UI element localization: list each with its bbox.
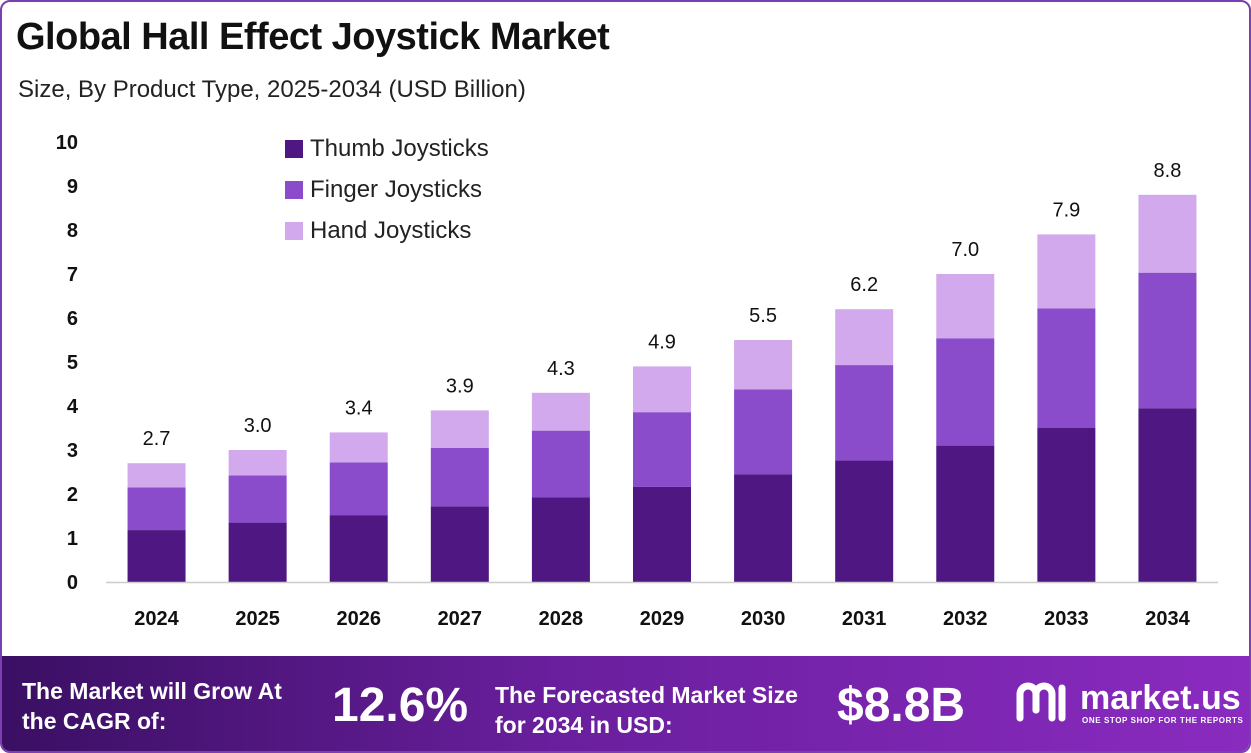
legend-label: Hand Joysticks [310, 217, 471, 244]
bar-finger-joysticks-2024 [127, 487, 186, 531]
bar-hand-joysticks-2029 [633, 366, 691, 413]
bar-finger-joysticks-2025 [228, 475, 287, 523]
y-tick-label: 7 [67, 264, 78, 286]
bar-thumb-joysticks-2031 [835, 460, 894, 582]
total-label: 4.3 [547, 358, 575, 380]
bar-hand-joysticks-2026 [329, 432, 388, 463]
legend-swatch [285, 181, 303, 199]
chart-title: Global Hall Effect Joystick Market [16, 16, 610, 58]
x-tick-label: 2024 [134, 608, 179, 630]
bar-thumb-joysticks-2032 [936, 445, 995, 582]
bar-hand-joysticks-2030 [734, 340, 793, 390]
bar-thumb-joysticks-2034 [1138, 408, 1197, 582]
y-axis-ticks: 0 1 2 3 4 5 6 7 8 9 10 [56, 132, 79, 594]
total-label: 5.5 [749, 305, 777, 327]
y-tick-label: 5 [67, 352, 78, 374]
bar-thumb-joysticks-2026 [329, 515, 388, 582]
total-label: 4.9 [648, 331, 676, 353]
y-tick-label: 0 [67, 572, 78, 594]
brand-logo[interactable]: market.us ONE STOP SHOP FOR THE REPORTS [1014, 676, 1244, 736]
brand-name: market.us [1080, 679, 1241, 717]
x-tick-label: 2027 [438, 608, 483, 630]
legend-label: Thumb Joysticks [310, 135, 489, 162]
bar-finger-joysticks-2026 [329, 462, 388, 516]
forecast-label: The Forecasted Market Size for 2034 in U… [495, 682, 798, 738]
y-tick-label: 10 [56, 132, 78, 154]
x-tick-label: 2025 [235, 608, 280, 630]
y-tick-label: 8 [67, 220, 78, 242]
y-tick-label: 3 [67, 440, 78, 462]
bar-thumb-joysticks-2030 [734, 474, 793, 582]
y-tick-label: 2 [67, 484, 78, 506]
bar-thumb-joysticks-2029 [633, 486, 691, 582]
total-label: 6.2 [850, 274, 878, 296]
x-tick-label: 2028 [539, 608, 584, 630]
bar-hand-joysticks-2033 [1037, 234, 1096, 309]
market-us-logo-icon [1016, 682, 1066, 722]
total-label: 3.4 [345, 397, 373, 419]
x-tick-label: 2031 [842, 608, 887, 630]
bar-hand-joysticks-2028 [531, 392, 590, 431]
total-label: 3.0 [244, 415, 272, 437]
bar-finger-joysticks-2034 [1138, 272, 1197, 409]
bar-hand-joysticks-2034 [1138, 194, 1197, 273]
x-tick-label: 2029 [640, 608, 685, 630]
bar-hand-joysticks-2025 [228, 450, 287, 476]
total-label: 7.0 [951, 239, 979, 261]
bar-finger-joysticks-2028 [531, 430, 590, 498]
bar-group [127, 194, 1197, 582]
bar-finger-joysticks-2031 [835, 365, 894, 461]
stacked-bar-chart: 0 1 2 3 4 5 6 7 8 9 10 2.7 3.0 3.4 3.9 4.3 4.9 5.5 6.2 7.0… [56, 132, 1218, 630]
footer-banner: The Market will Grow At the CAGR of: 12.… [2, 656, 1249, 751]
y-tick-label: 6 [67, 308, 78, 330]
x-tick-label: 2032 [943, 608, 988, 630]
total-label: 3.9 [446, 375, 474, 397]
bar-finger-joysticks-2033 [1037, 308, 1096, 428]
x-tick-label: 2034 [1145, 608, 1190, 630]
bar-hand-joysticks-2024 [127, 463, 186, 488]
cagr-value: 12.6% [332, 679, 469, 732]
y-tick-label: 9 [67, 176, 78, 198]
total-label: 2.7 [143, 428, 171, 450]
bar-thumb-joysticks-2027 [430, 506, 489, 582]
bar-thumb-joysticks-2025 [228, 522, 287, 582]
total-labels: 2.7 3.0 3.4 3.9 4.3 4.9 5.5 6.2 7.0 7.9 8.8 [143, 160, 1182, 450]
bar-hand-joysticks-2027 [430, 410, 489, 448]
x-tick-label: 2030 [741, 608, 786, 630]
bar-thumb-joysticks-2033 [1037, 428, 1096, 582]
legend: Thumb Joysticks Finger Joysticks Hand Joys… [285, 135, 489, 244]
x-tick-label: 2033 [1044, 608, 1089, 630]
chart-subtitle: Size, By Product Type, 2025-2034 (USD Bi… [18, 76, 526, 103]
x-tick-label: 2026 [336, 608, 381, 630]
bar-finger-joysticks-2029 [633, 412, 691, 487]
x-axis-ticks: 2024 2025 2026 2027 2028 2029 2030 2031 2032 2033… [134, 608, 1190, 630]
bar-finger-joysticks-2027 [430, 447, 489, 507]
legend-label: Finger Joysticks [310, 176, 482, 203]
legend-swatch [285, 140, 303, 158]
bar-finger-joysticks-2030 [734, 389, 793, 475]
legend-swatch [285, 222, 303, 240]
total-label: 8.8 [1154, 160, 1182, 182]
cagr-label: The Market will Grow At the CAGR of: [22, 678, 282, 734]
forecast-value: $8.8B [837, 679, 966, 732]
total-label: 7.9 [1052, 199, 1080, 221]
bar-thumb-joysticks-2028 [531, 497, 590, 582]
bar-finger-joysticks-2032 [936, 338, 995, 446]
y-tick-label: 4 [67, 396, 79, 418]
brand-tagline: ONE STOP SHOP FOR THE REPORTS [1082, 716, 1244, 725]
y-tick-label: 1 [67, 528, 78, 550]
bar-hand-joysticks-2032 [936, 274, 995, 339]
bar-thumb-joysticks-2024 [127, 530, 186, 582]
bar-hand-joysticks-2031 [835, 309, 894, 366]
